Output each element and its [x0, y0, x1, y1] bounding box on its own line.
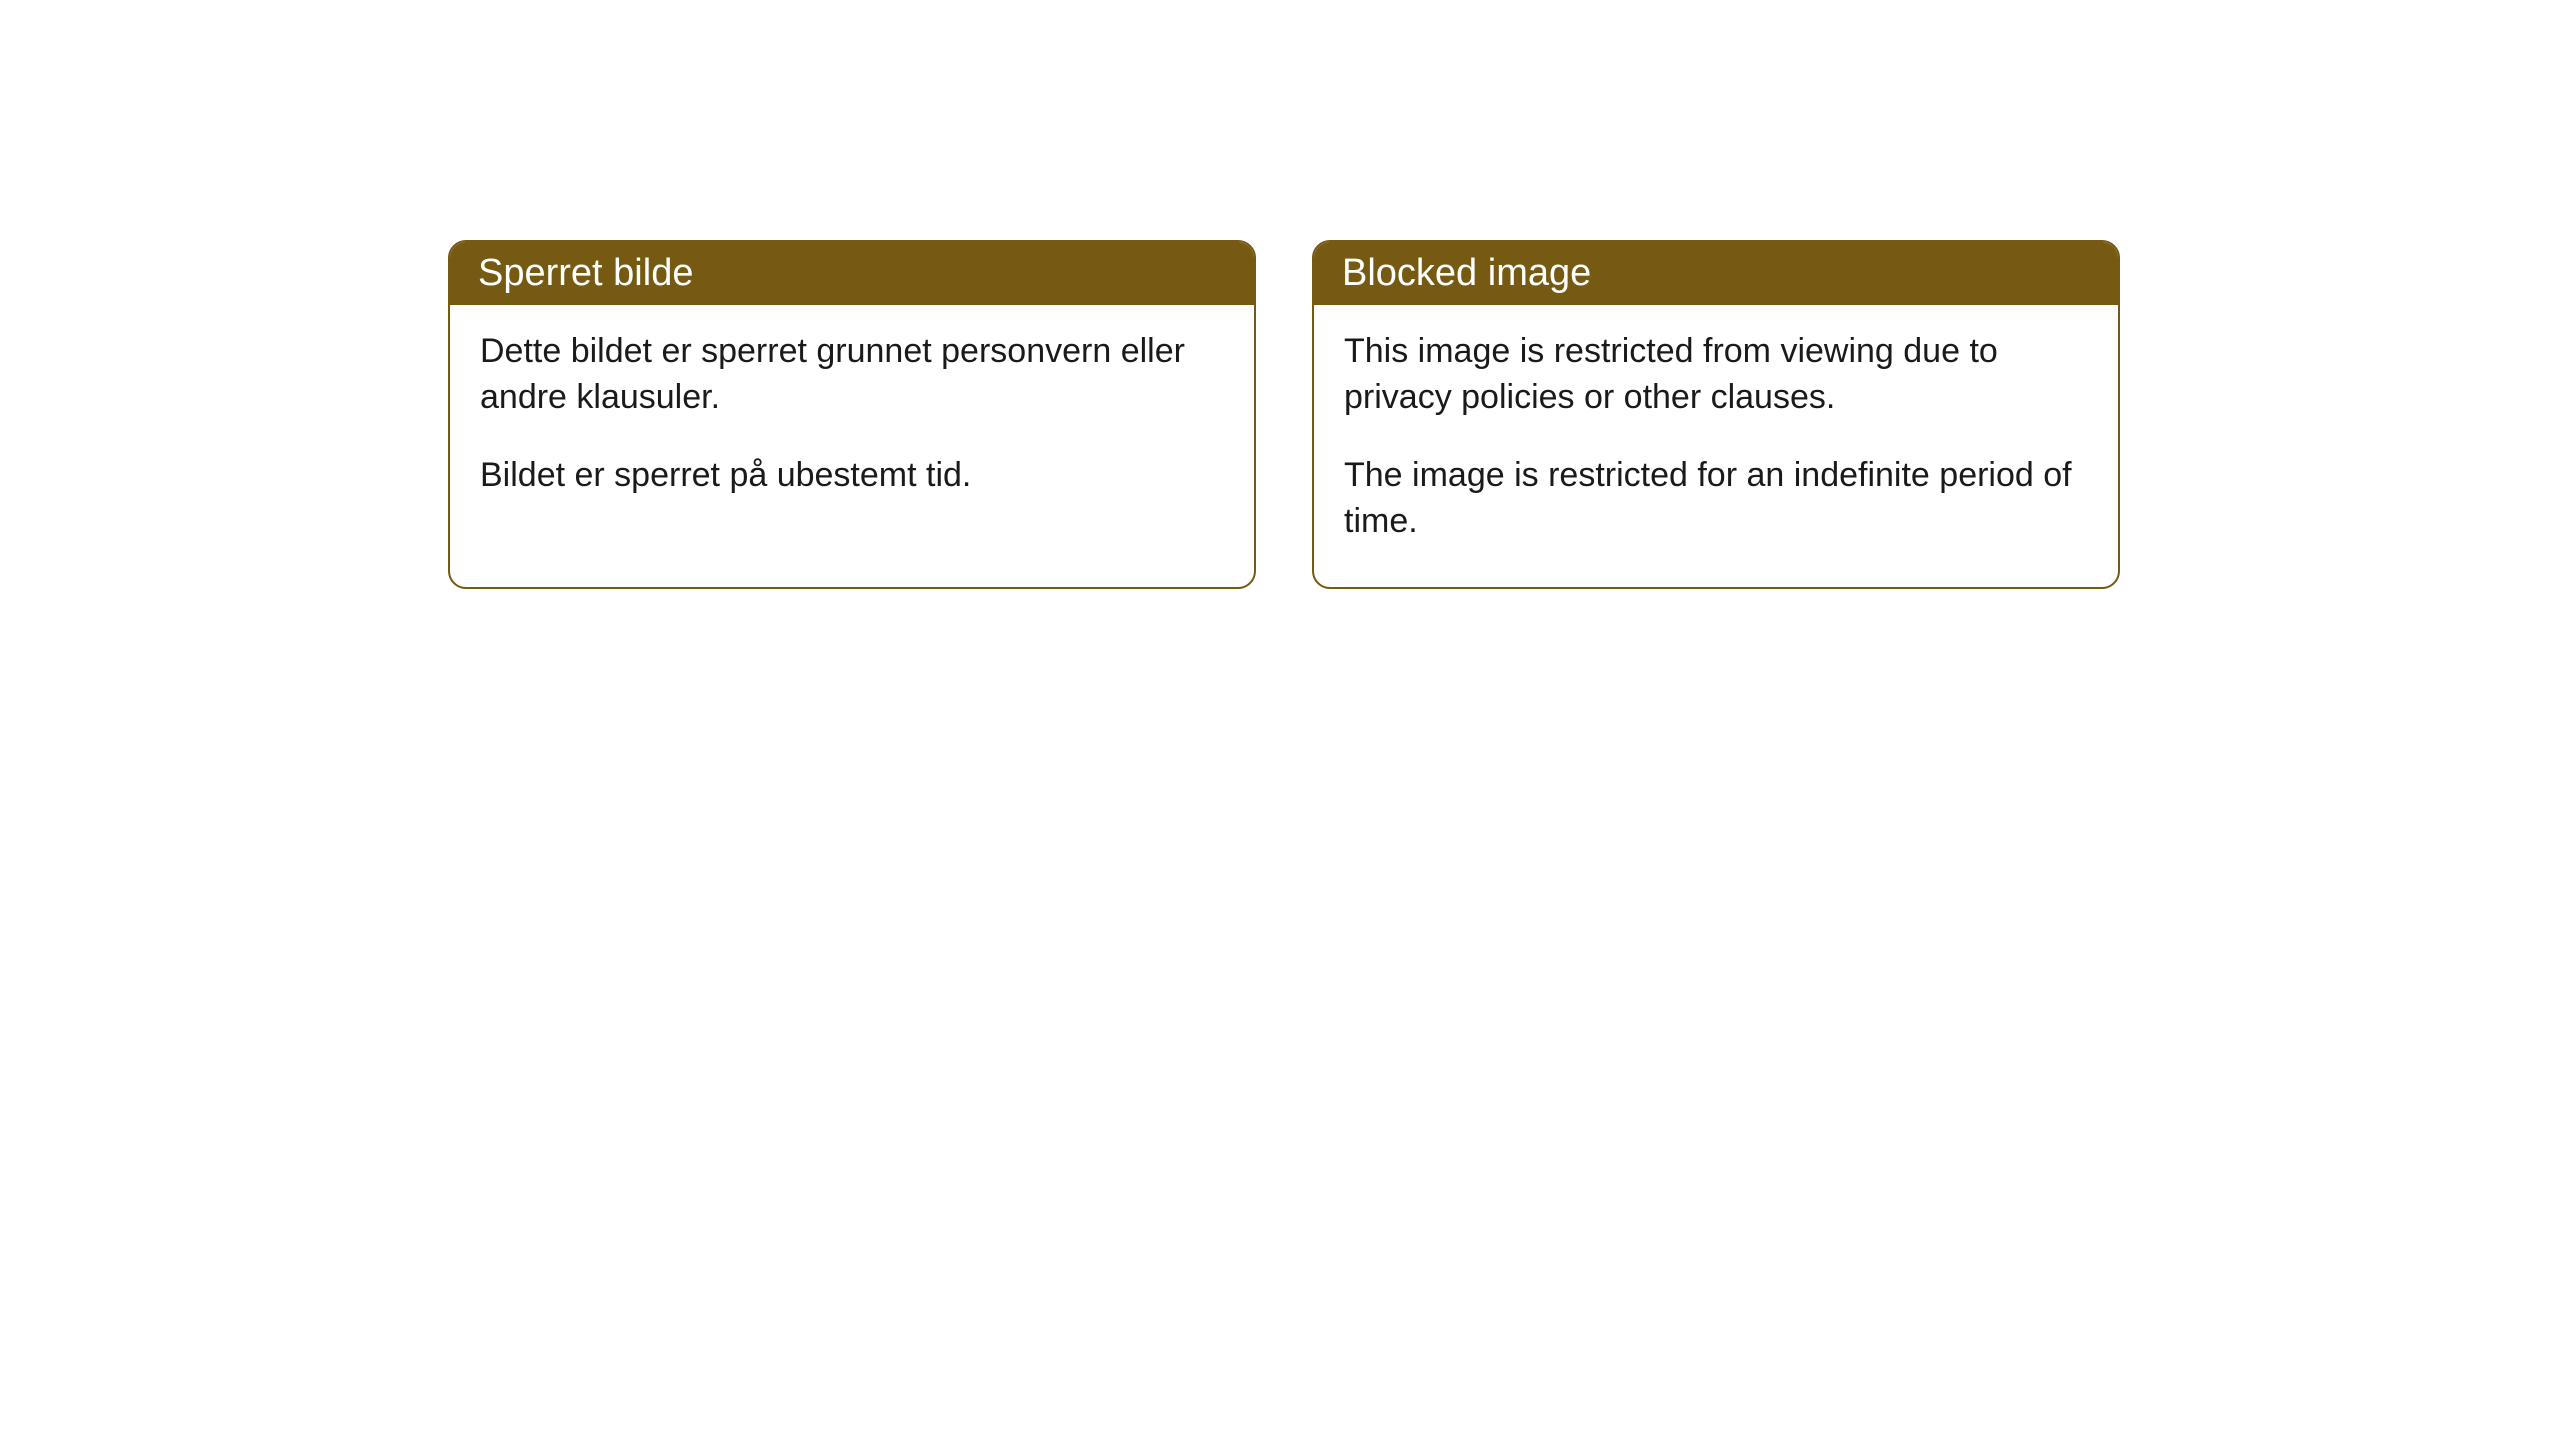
card-header-norwegian: Sperret bilde — [450, 242, 1254, 305]
card-paragraph-1-norwegian: Dette bildet er sperret grunnet personve… — [480, 329, 1224, 421]
card-header-english: Blocked image — [1314, 242, 2118, 305]
card-body-english: This image is restricted from viewing du… — [1314, 305, 2118, 587]
card-paragraph-2-norwegian: Bildet er sperret på ubestemt tid. — [480, 453, 1224, 499]
blocked-image-card-english: Blocked image This image is restricted f… — [1312, 240, 2120, 589]
card-body-norwegian: Dette bildet er sperret grunnet personve… — [450, 305, 1254, 541]
card-paragraph-2-english: The image is restricted for an indefinit… — [1344, 453, 2088, 545]
card-title-english: Blocked image — [1342, 252, 1591, 294]
card-title-norwegian: Sperret bilde — [478, 252, 693, 294]
card-paragraph-1-english: This image is restricted from viewing du… — [1344, 329, 2088, 421]
blocked-image-card-norwegian: Sperret bilde Dette bildet er sperret gr… — [448, 240, 1256, 589]
cards-container: Sperret bilde Dette bildet er sperret gr… — [448, 240, 2120, 589]
